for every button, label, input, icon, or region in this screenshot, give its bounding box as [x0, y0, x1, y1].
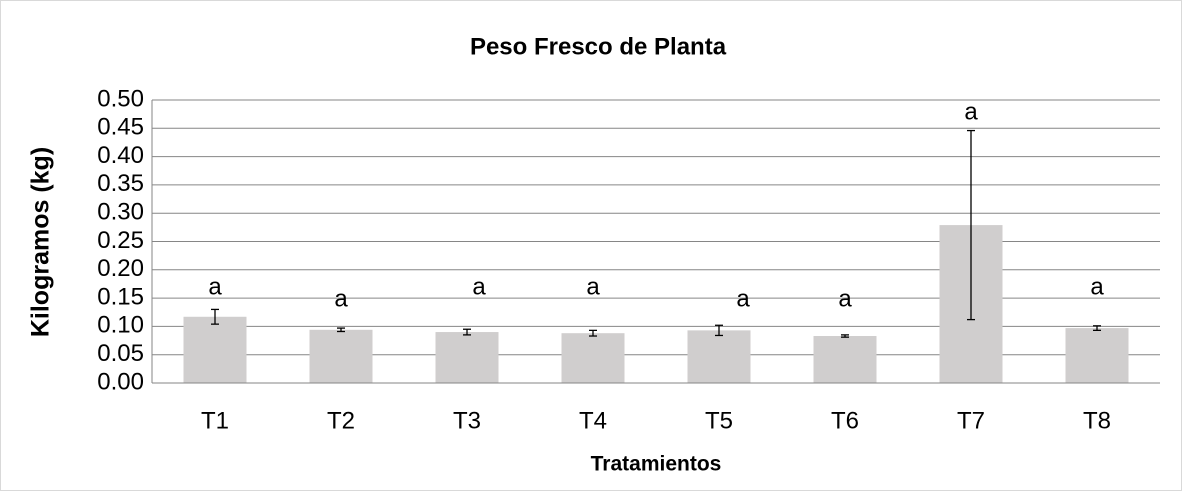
y-tick-label: 0.15 [97, 283, 144, 310]
x-axis-title: Tratamientos [591, 453, 722, 476]
bar [561, 333, 625, 383]
bar [309, 329, 373, 383]
y-axis-title: Kilogramos (kg) [27, 147, 55, 337]
annotation: a [964, 98, 978, 125]
x-tick-label: T6 [831, 407, 859, 434]
error-bar [337, 327, 345, 333]
error-bar [589, 329, 597, 337]
error-bar [211, 308, 219, 325]
x-tick-label: T8 [1083, 407, 1111, 434]
bar [687, 330, 751, 383]
error-bar [967, 129, 975, 321]
error-bar [463, 328, 471, 336]
bar [183, 316, 247, 383]
chart-title: Peso Fresco de Planta [470, 33, 727, 60]
annotation: a [736, 285, 750, 312]
bar [435, 332, 499, 383]
bar [1065, 328, 1129, 383]
y-tick-label: 0.05 [97, 340, 144, 367]
annotation: a [472, 273, 486, 300]
y-tick-label: 0.45 [97, 114, 144, 141]
annotation: a [586, 273, 600, 300]
y-tick-label: 0.10 [97, 312, 144, 339]
annotation: a [1090, 273, 1104, 300]
error-bar [1093, 325, 1101, 332]
x-tick-label: T7 [957, 407, 985, 434]
y-tick-label: 0.00 [97, 368, 144, 395]
y-tick-label: 0.25 [97, 227, 144, 254]
x-tick-label: T2 [327, 407, 355, 434]
y-tick-label: 0.20 [97, 255, 144, 282]
y-tick-label: 0.50 [97, 85, 144, 112]
bar [813, 336, 877, 383]
error-bar [841, 334, 849, 338]
error-bar [715, 324, 723, 337]
y-tick-label: 0.35 [97, 170, 144, 197]
y-tick-label: 0.30 [97, 199, 144, 226]
x-tick-label: T5 [705, 407, 733, 434]
x-tick-label: T4 [579, 407, 607, 434]
x-tick-label: T3 [453, 407, 481, 434]
annotation: a [334, 285, 348, 312]
annotation: a [838, 285, 852, 312]
x-tick-label: T1 [201, 407, 229, 434]
y-tick-label: 0.40 [97, 142, 144, 169]
annotation: a [208, 273, 222, 300]
